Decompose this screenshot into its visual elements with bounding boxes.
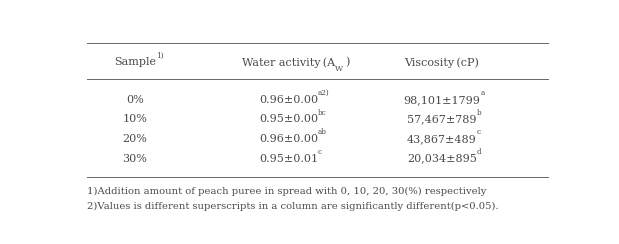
Text: ab: ab: [318, 128, 327, 136]
Text: b: b: [477, 109, 482, 117]
Text: 20,034±895: 20,034±895: [407, 153, 477, 163]
Text: Viscosity (cP): Viscosity (cP): [405, 57, 479, 68]
Text: 10%: 10%: [123, 114, 147, 124]
Text: d: d: [477, 148, 482, 156]
Text: 0.95±0.01: 0.95±0.01: [259, 153, 318, 163]
Text: 0%: 0%: [126, 95, 144, 105]
Text: Sample: Sample: [114, 57, 156, 67]
Text: 98,101±1799: 98,101±1799: [404, 95, 480, 105]
Text: 20%: 20%: [123, 134, 147, 144]
Text: a: a: [480, 89, 485, 97]
Text: 0.96±0.00: 0.96±0.00: [259, 95, 318, 105]
Text: 1)Addition amount of peach puree in spread with 0, 10, 20, 30(%) respectively: 1)Addition amount of peach puree in spre…: [87, 187, 487, 196]
Text: 0.95±0.00: 0.95±0.00: [259, 114, 318, 124]
Text: ): ): [345, 57, 350, 68]
Text: 0.96±0.00: 0.96±0.00: [259, 134, 318, 144]
Text: c: c: [318, 148, 322, 156]
Text: W: W: [335, 65, 343, 73]
Text: a2): a2): [318, 89, 330, 97]
Text: c: c: [477, 128, 481, 136]
Text: 57,467±789: 57,467±789: [407, 114, 477, 124]
Text: bc: bc: [318, 109, 327, 117]
Text: Water activity (A: Water activity (A: [242, 57, 335, 68]
Text: 2)Values is different superscripts in a column are significantly different(p<0.0: 2)Values is different superscripts in a …: [87, 202, 498, 211]
Text: 1): 1): [156, 51, 163, 60]
Text: 30%: 30%: [123, 153, 147, 163]
Text: 43,867±489: 43,867±489: [407, 134, 477, 144]
